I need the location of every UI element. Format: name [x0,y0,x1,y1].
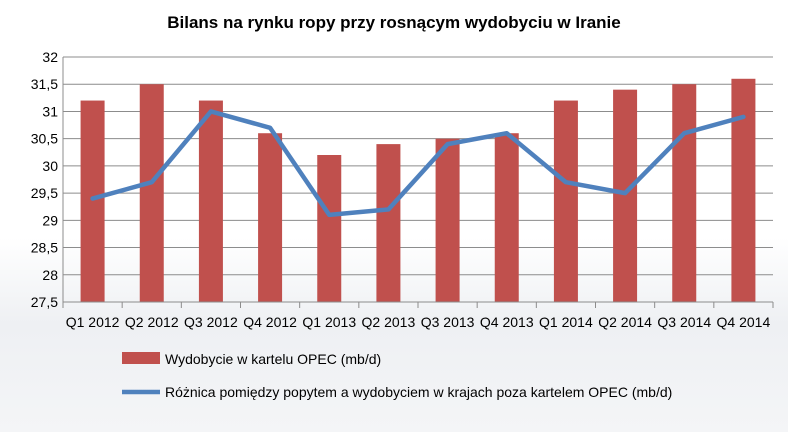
chart-title: Bilans na rynku ropy przy rosnącym wydob… [167,13,620,32]
y-tick-label: 30,5 [31,131,58,147]
line-point [269,127,271,129]
bar [317,155,342,302]
y-tick-label: 27,5 [31,294,58,310]
bar [435,138,460,302]
x-tick-label: Q1 2013 [302,314,356,330]
line-point [565,181,567,183]
line-point [742,116,744,118]
x-tick-label: Q1 2012 [66,314,120,330]
bar [258,133,283,302]
bar-series [80,78,756,303]
bar [139,84,164,302]
bar [376,144,401,302]
bar [731,78,756,303]
bar [553,100,578,302]
legend-swatch-bar [122,352,160,364]
legend: Wydobycie w kartelu OPEC (mb/d) Różnica … [122,351,672,400]
x-tick-label: Q1 2014 [539,314,593,330]
line-point [210,110,212,112]
x-tick-label: Q3 2012 [184,314,238,330]
y-tick-label: 29,5 [31,185,58,201]
y-tick-label: 29 [42,212,58,228]
line-series [90,109,746,218]
bar [613,89,638,303]
x-tick-label: Q3 2013 [421,314,475,330]
line-point [506,132,508,134]
line-point [151,181,153,183]
bar [198,100,223,302]
legend-label-line: Różnica pomiędzy popytem a wydobyciem w … [165,384,672,400]
grid [63,56,773,303]
x-tick-label: Q2 2014 [598,314,652,330]
y-tick-label: 32 [42,49,58,65]
line-point [92,198,94,200]
y-tick-label: 28,5 [31,240,58,256]
line-point [328,214,330,216]
axes: 27,5 28 28,5 29 29,5 30 30,5 31 31,5 32 Q1 2012 Q2 … [31,49,774,330]
line-point [387,208,389,210]
y-tick-label: 31,5 [31,76,58,92]
x-tick-label: Q4 2014 [717,314,771,330]
y-tick-label: 31 [42,103,58,119]
series-line [90,109,746,218]
line-point [683,132,685,134]
x-tick-label: Q4 2013 [480,314,534,330]
x-tick-label: Q3 2014 [657,314,711,330]
bar [494,133,519,302]
x-tick-label: Q2 2012 [125,314,179,330]
y-tick-label: 28 [42,267,58,283]
line-point [447,143,449,145]
x-tick-label: Q2 2013 [362,314,416,330]
y-tick-label: 30 [42,158,58,174]
bar [672,84,697,302]
legend-label-bar: Wydobycie w kartelu OPEC (mb/d) [165,351,381,367]
x-tick-label: Q4 2012 [243,314,297,330]
line-point [624,192,626,194]
bar [80,100,105,302]
